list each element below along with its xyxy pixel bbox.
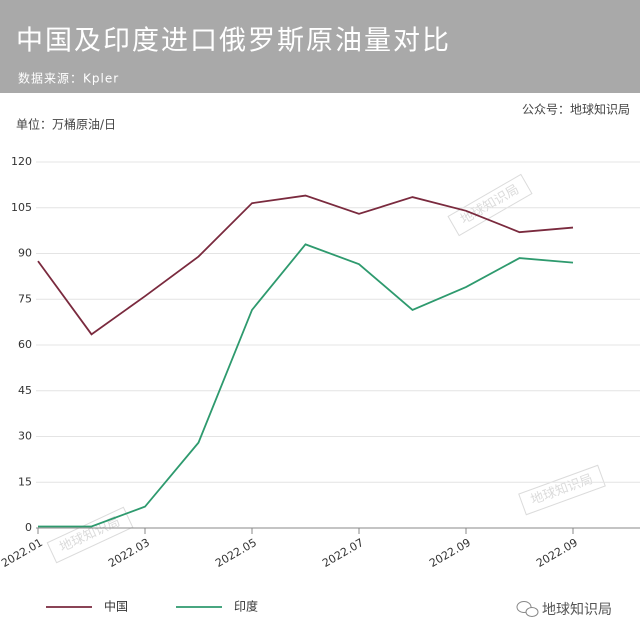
y-tick-label: 120 xyxy=(11,155,32,168)
brand: 地球知识局 xyxy=(542,601,612,618)
y-tick-label: 30 xyxy=(18,430,32,443)
y-tick-label: 0 xyxy=(25,521,32,534)
watermark-stamp: 地球知识局 xyxy=(447,173,533,237)
line xyxy=(37,194,574,336)
x-tick-label: 2022.07 xyxy=(320,536,366,570)
legend-label: 中国 xyxy=(104,599,128,614)
header-band xyxy=(0,0,640,93)
legend-label: 印度 xyxy=(234,599,258,614)
x-tick-label: 2022.05 xyxy=(213,536,259,570)
watermark-stamp: 地球知识局 xyxy=(518,464,606,516)
y-tick-label: 15 xyxy=(18,475,32,488)
subtitle: 数据来源：Kpler xyxy=(18,71,119,86)
x-tick-label: 2022.09 xyxy=(427,536,473,570)
y-tick-label: 90 xyxy=(18,247,32,260)
y-tick-label: 45 xyxy=(18,384,32,397)
x-tick-label: 2022.09 xyxy=(534,536,580,570)
watermark: 地球知识局 xyxy=(57,514,123,556)
y-axis-label: 单位：万桶原油/日 xyxy=(16,117,116,132)
brand-icon xyxy=(516,601,539,617)
y-tick-label: 75 xyxy=(18,292,32,305)
x-tick-label: 2022.03 xyxy=(106,536,152,570)
y-tick-label: 105 xyxy=(11,201,32,214)
y-tick-label: 60 xyxy=(18,338,32,351)
watermark: 地球知识局 xyxy=(529,471,596,508)
line xyxy=(38,243,574,528)
account: 公众号：地球知识局 xyxy=(522,103,630,117)
chart-title: 中国及印度进口俄罗斯原油量对比 xyxy=(16,26,451,57)
x-tick-label: 2022.01 xyxy=(0,536,45,570)
